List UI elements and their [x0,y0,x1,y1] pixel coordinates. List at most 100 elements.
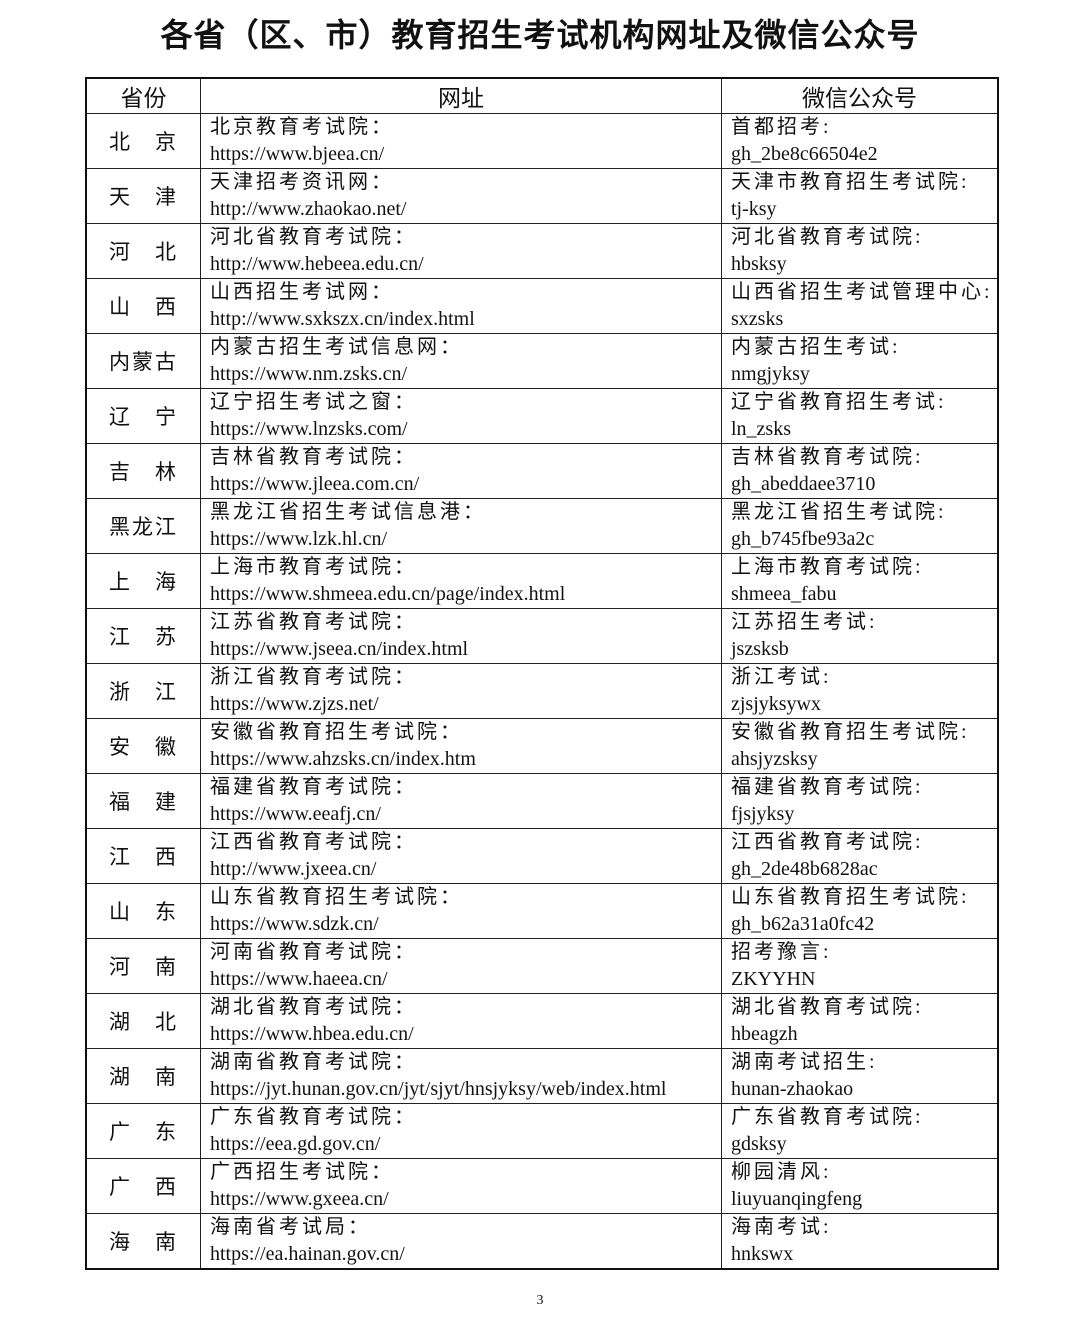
wechat-cell: 柳园清风: liuyuanqingfeng [721,1158,999,1214]
website-url-link[interactable]: https://ea.hainan.gov.cn/ [210,1243,405,1265]
website-url-link[interactable]: http://www.jxeea.cn/ [210,858,377,880]
website-url-link[interactable]: https://www.gxeea.cn/ [210,1188,389,1210]
site-name: 北京教育考试院： [210,116,394,138]
site-name: 黑龙江省招生考试信息港： [210,501,486,523]
site-name: 湖南省教育考试院： [210,1051,417,1073]
table-row: 黑龙江 黑龙江省招生考试信息港： https://www.lzk.hl.cn/黑龙江… [85,498,999,554]
website-cell: 河南省教育考试院： https://www.haeea.cn/ [200,938,722,994]
site-name: 内蒙古招生考试信息网： [210,336,463,358]
website-cell: 天津招考资讯网： http://www.zhaokao.net/ [200,168,722,224]
wechat-id: hbeagzh [731,1023,798,1045]
site-name: 山东省教育招生考试院： [210,886,463,908]
document-title: 各省（区、市）教育招生考试机构网址及微信公众号 [160,17,920,53]
site-name: 江苏省教育考试院： [210,611,417,633]
wechat-name: 福建省教育考试院: [731,776,924,798]
wechat-id: hnkswx [731,1243,794,1265]
wechat-id: jszsksb [731,638,789,660]
table-row: 湖 北湖北省教育考试院： https://www.hbea.edu.cn/湖北省教… [85,993,999,1049]
website-url-link[interactable]: https://www.eeafj.cn/ [210,803,381,825]
website-cell: 山东省教育招生考试院： https://www.sdzk.cn/ [200,883,722,939]
website-url-link[interactable]: https://www.sdzk.cn/ [210,913,379,935]
table-row: 安 徽安徽省教育招生考试院： https://www.ahzsks.cn/inde… [85,718,999,774]
wechat-name: 湖南考试招生: [731,1051,878,1073]
table-header-row: 省份 网址 微信公众号 [85,77,999,114]
website-url-link[interactable]: https://www.hbea.edu.cn/ [210,1023,414,1045]
province-cell: 北 京 [85,113,201,169]
website-url-link[interactable]: https://www.bjeea.cn/ [210,143,385,165]
wechat-id: sxzsks [731,308,784,330]
wechat-id: gdsksy [731,1133,787,1155]
website-cell: 浙江省教育考试院： https://www.zjzs.net/ [200,663,722,719]
website-url-link[interactable]: https://www.lzk.hl.cn/ [210,528,388,550]
wechat-name: 广东省教育考试院: [731,1106,924,1128]
website-cell: 福建省教育考试院： https://www.eeafj.cn/ [200,773,722,829]
wechat-name: 柳园清风: [731,1161,832,1183]
wechat-id: fjsjyksy [731,803,795,825]
website-url-link[interactable]: http://www.sxkszx.cn/index.html [210,308,475,330]
website-cell: 江西省教育考试院： http://www.jxeea.cn/ [200,828,722,884]
website-url-link[interactable]: https://eea.gd.gov.cn/ [210,1133,381,1155]
wechat-name: 内蒙古招生考试: [731,336,901,358]
site-name: 江西省教育考试院： [210,831,417,853]
wechat-cell: 吉林省教育考试院: gh_abeddaee3710 [721,443,999,499]
wechat-name: 上海市教育考试院: [731,556,924,578]
wechat-name: 山东省教育招生考试院: [731,886,970,908]
wechat-cell: 招考豫言: ZKYYHN [721,938,999,994]
province-cell: 广 东 [85,1103,201,1159]
website-url-link[interactable]: https://www.zjzs.net/ [210,693,379,715]
website-cell: 辽宁招生考试之窗： https://www.lnzsks.com/ [200,388,722,444]
website-cell: 吉林省教育考试院： https://www.jleea.com.cn/ [200,443,722,499]
website-url-link[interactable]: https://www.lnzsks.com/ [210,418,408,440]
website-url-link[interactable]: https://jyt.hunan.gov.cn/jyt/sjyt/hnsjyk… [210,1078,667,1100]
wechat-cell: 湖南考试招生: hunan-zhaokao [721,1048,999,1104]
wechat-cell: 海南考试: hnkswx [721,1213,999,1270]
wechat-cell: 山东省教育招生考试院: gh_b62a31a0fc42 [721,883,999,939]
site-name: 天津招考资讯网： [210,171,394,193]
website-cell: 湖北省教育考试院： https://www.hbea.edu.cn/ [200,993,722,1049]
table-row: 福 建福建省教育考试院： https://www.eeafj.cn/福建省教育考试… [85,773,999,829]
website-cell: 上海市教育考试院： https://www.shmeea.edu.cn/page/… [200,553,722,609]
website-cell: 广西招生考试院： https://www.gxeea.cn/ [200,1158,722,1214]
wechat-id: gh_2de48b6828ac [731,858,878,880]
table-row: 湖 南湖南省教育考试院： https://jyt.hunan.gov.cn/jyt… [85,1048,999,1104]
table-row: 海 南海南省考试局： https://ea.hainan.gov.cn/海南考试:… [85,1213,999,1270]
website-url-link[interactable]: https://www.nm.zsks.cn/ [210,363,408,385]
wechat-id: zjsjyksywx [731,693,821,715]
website-url-link[interactable]: https://www.shmeea.edu.cn/page/index.htm… [210,583,566,605]
wechat-cell: 河北省教育考试院: hbsksy [721,223,999,279]
website-url-link[interactable]: https://www.jleea.com.cn/ [210,473,420,495]
website-url-link[interactable]: http://www.zhaokao.net/ [210,198,407,220]
wechat-id: hbsksy [731,253,787,275]
site-name: 辽宁招生考试之窗： [210,391,417,413]
province-cell: 河 南 [85,938,201,994]
wechat-cell: 湖北省教育考试院: hbeagzh [721,993,999,1049]
table-row: 江 苏江苏省教育考试院： https://www.jseea.cn/index.h… [85,608,999,664]
province-cell: 湖 南 [85,1048,201,1104]
website-cell: 北京教育考试院： https://www.bjeea.cn/ [200,113,722,169]
website-url-link[interactable]: https://www.haeea.cn/ [210,968,388,990]
website-url-link[interactable]: http://www.hebeea.edu.cn/ [210,253,424,275]
wechat-name: 江西省教育考试院: [731,831,924,853]
wechat-id: gh_abeddaee3710 [731,473,876,495]
table-row: 河 南河南省教育考试院： https://www.haeea.cn/招考豫言: ZK… [85,938,999,994]
wechat-cell: 内蒙古招生考试: nmgjyksy [721,333,999,389]
wechat-cell: 山西省招生考试管理中心: sxzsks [721,278,999,334]
wechat-id: hunan-zhaokao [731,1078,854,1100]
wechat-name: 辽宁省教育招生考试: [731,391,947,413]
province-cell: 浙 江 [85,663,201,719]
site-name: 广东省教育考试院： [210,1106,417,1128]
wechat-id: gh_b62a31a0fc42 [731,913,875,935]
website-url-link[interactable]: https://www.ahzsks.cn/index.htm [210,748,476,770]
wechat-name: 吉林省教育考试院: [731,446,924,468]
wechat-name: 山西省招生考试管理中心: [731,281,993,303]
website-cell: 湖南省教育考试院： https://jyt.hunan.gov.cn/jyt/sj… [200,1048,722,1104]
website-cell: 安徽省教育招生考试院： https://www.ahzsks.cn/index.h… [200,718,722,774]
website-url-link[interactable]: https://www.jseea.cn/index.html [210,638,469,660]
header-website: 网址 [200,77,722,114]
website-cell: 广东省教育考试院： https://eea.gd.gov.cn/ [200,1103,722,1159]
website-cell: 山西招生考试网： http://www.sxkszx.cn/index.html [200,278,722,334]
wechat-name: 黑龙江省招生考试院: [731,501,947,523]
website-cell: 河北省教育考试院： http://www.hebeea.edu.cn/ [200,223,722,279]
wechat-name: 首都招考: [731,116,832,138]
table-row: 辽 宁辽宁招生考试之窗： https://www.lnzsks.com/辽宁省教育… [85,388,999,444]
